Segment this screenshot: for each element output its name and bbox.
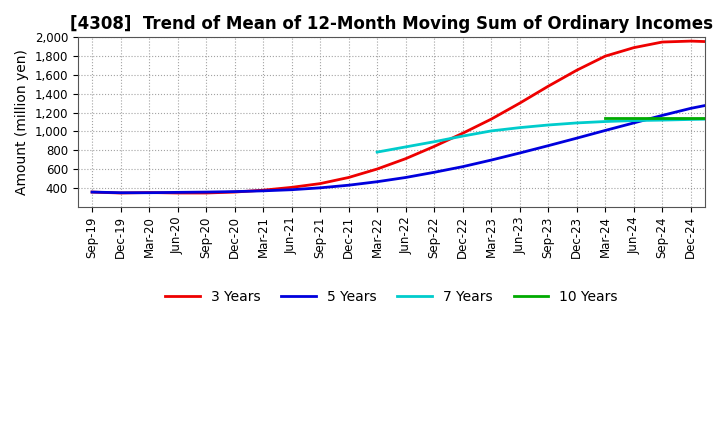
10 Years (601, 115, 610, 121)
3 Years (401, 156, 410, 161)
3 Years (601, 54, 610, 59)
3 Years (658, 40, 667, 45)
7 Years (544, 122, 552, 128)
7 Years (629, 118, 638, 123)
5 Years (572, 136, 581, 141)
3 Years (430, 144, 438, 149)
3 Years (316, 181, 325, 186)
5 Years (459, 164, 467, 169)
5 Years (686, 106, 695, 111)
5 Years (401, 175, 410, 180)
3 Years (373, 166, 382, 172)
7 Years (401, 144, 410, 150)
5 Years (658, 113, 667, 118)
7 Years (459, 133, 467, 139)
5 Years (145, 190, 153, 195)
7 Years (487, 128, 495, 134)
7 Years (601, 119, 610, 124)
3 Years (715, 40, 720, 45)
3 Years (174, 191, 182, 196)
5 Years (258, 188, 267, 194)
5 Years (287, 187, 296, 192)
3 Years (88, 190, 96, 195)
7 Years (715, 116, 720, 121)
5 Years (373, 179, 382, 184)
3 Years (230, 190, 239, 195)
10 Years (715, 115, 720, 121)
5 Years (601, 128, 610, 133)
10 Years (658, 115, 667, 121)
5 Years (174, 190, 182, 195)
7 Years (572, 120, 581, 125)
3 Years (258, 187, 267, 193)
3 Years (572, 68, 581, 73)
5 Years (715, 100, 720, 105)
5 Years (116, 190, 125, 195)
7 Years (686, 117, 695, 122)
3 Years (116, 191, 125, 196)
5 Years (516, 150, 524, 156)
5 Years (487, 158, 495, 163)
3 Years (344, 175, 353, 180)
5 Years (344, 183, 353, 188)
Line: 5 Years: 5 Years (92, 89, 720, 193)
10 Years (629, 115, 638, 121)
7 Years (430, 139, 438, 144)
3 Years (544, 84, 552, 89)
3 Years (202, 191, 210, 196)
5 Years (430, 170, 438, 175)
3 Years (145, 190, 153, 195)
3 Years (287, 185, 296, 190)
5 Years (544, 143, 552, 148)
3 Years (487, 117, 495, 122)
3 Years (629, 45, 638, 50)
Title: [4308]  Trend of Mean of 12-Month Moving Sum of Ordinary Incomes: [4308] Trend of Mean of 12-Month Moving … (70, 15, 713, 33)
7 Years (658, 117, 667, 123)
3 Years (686, 38, 695, 44)
5 Years (316, 185, 325, 191)
5 Years (202, 190, 210, 195)
3 Years (516, 100, 524, 106)
5 Years (230, 189, 239, 194)
7 Years (516, 125, 524, 130)
Line: 7 Years: 7 Years (377, 118, 720, 152)
5 Years (88, 190, 96, 195)
7 Years (373, 150, 382, 155)
Legend: 3 Years, 5 Years, 7 Years, 10 Years: 3 Years, 5 Years, 7 Years, 10 Years (159, 285, 624, 310)
Line: 3 Years: 3 Years (92, 41, 720, 193)
3 Years (459, 131, 467, 136)
5 Years (629, 120, 638, 125)
Y-axis label: Amount (million yen): Amount (million yen) (15, 49, 29, 195)
10 Years (686, 115, 695, 121)
